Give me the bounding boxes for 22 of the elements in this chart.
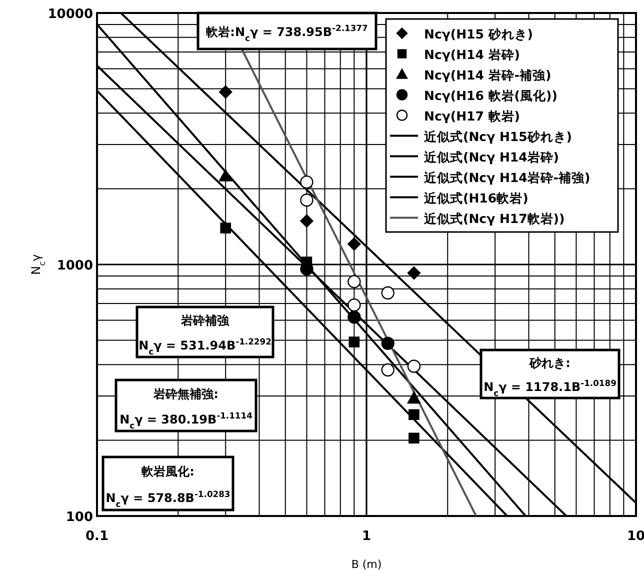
annotation: 砂れき: N$_{c}$γ = 1178.1B$^{-1.0189}$ — [480, 348, 620, 400]
legend-label: Ncγ(H14 岩砕) — [424, 46, 520, 62]
x-tick-label: 0.1 — [85, 529, 109, 544]
legend-label: 近似式(Ncγ H17軟岩)) — [423, 210, 565, 226]
x-axis-title: B (m) — [351, 558, 382, 571]
legend-label: Ncγ(H17 軟岩) — [424, 108, 520, 124]
legend-label: Ncγ(H16 軟岩(風化)) — [424, 88, 558, 103]
annotation: 岩砕無補強: N$_{c}$γ = 380.19B$^{-1.1114}$ — [114, 378, 258, 432]
y-tick-label: 10000 — [48, 7, 93, 22]
legend-label: 近似式(Ncγ H15砂れき) — [423, 128, 572, 144]
legend-label: 近似式(Ncγ H14岩砕-補強) — [423, 170, 590, 185]
annotation: 岩砕補強 N$_{c}$γ = 531.94B$^{-1.2292}$ — [136, 306, 274, 358]
legend-label: 近似式(H16軟岩) — [423, 190, 528, 206]
y-tick-label: 100 — [66, 510, 93, 525]
legend-label: Ncγ(H14 岩砕-補強) — [424, 67, 552, 82]
annotation: 軟岩風化: N$_{c}$γ = 578.8B$^{-1.0283}$ — [102, 456, 234, 512]
y-tick-label: 1000 — [56, 258, 93, 274]
annotation: 軟岩:N$_{c}$γ = 738.95B$^{-2.1377}$ — [196, 12, 378, 50]
x-tick-label: 1 — [362, 529, 372, 544]
legend-label: 近似式(Ncγ H14岩砕) — [423, 149, 560, 164]
legend-label: Ncγ(H15 砂れき) — [424, 26, 534, 42]
annotation: 軟岩:N$_{c}$γ = 738.95B$^{-2.1377}$ — [205, 23, 368, 43]
